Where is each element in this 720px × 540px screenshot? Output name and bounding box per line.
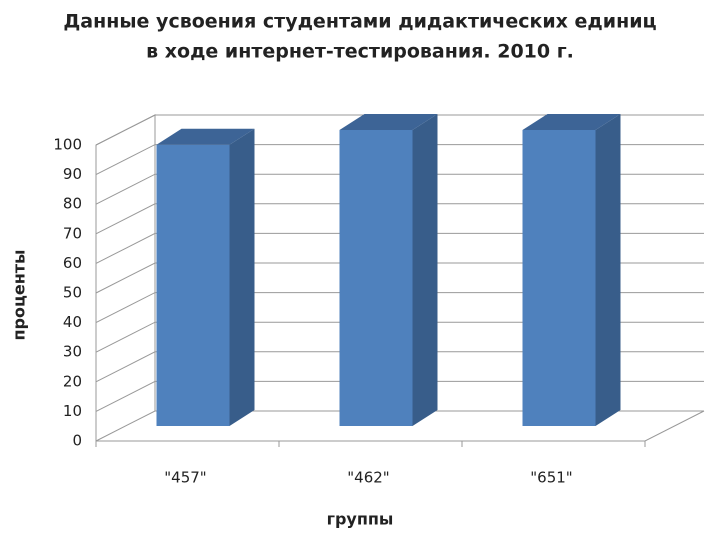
- x-tick-label: "651": [530, 469, 572, 487]
- grid-line: [95, 321, 704, 353]
- chart-title: Данные усвоения студентами дидактических…: [63, 11, 656, 33]
- grid-line: [95, 380, 704, 412]
- grid-line: [95, 351, 704, 383]
- bar-top: [339, 114, 438, 130]
- bar: [522, 130, 596, 426]
- grid-line: [95, 173, 704, 205]
- y-tick-label: 60: [63, 254, 82, 272]
- bar-top: [156, 128, 255, 145]
- y-axis-title: проценты: [10, 249, 29, 340]
- y-tick-label: 30: [63, 343, 82, 361]
- grid-line: [95, 114, 704, 146]
- y-tick-label: 20: [63, 372, 82, 390]
- y-tick-label: 70: [63, 224, 82, 242]
- y-tick-label: 80: [63, 195, 82, 213]
- bar: [339, 130, 413, 426]
- grid-line: [95, 144, 704, 176]
- bar-side: [229, 128, 255, 427]
- x-axis-title: группы: [327, 510, 394, 529]
- bar-side: [595, 114, 621, 426]
- grid-line: [95, 292, 704, 324]
- y-tick-label: 50: [63, 284, 82, 302]
- bar-side: [412, 114, 438, 426]
- y-tick-label: 10: [63, 402, 82, 420]
- y-tick-label: 90: [63, 165, 82, 183]
- y-tick-label: 0: [72, 432, 82, 450]
- grid-line: [95, 410, 704, 442]
- x-tick-label: "457": [164, 469, 206, 487]
- grid-line: [95, 203, 704, 235]
- y-tick-label: 100: [53, 136, 82, 154]
- bar: [156, 144, 230, 427]
- x-tick-label: "462": [347, 469, 389, 487]
- chart-title: в ходе интернет-тестирования. 2010 г.: [146, 41, 574, 63]
- grid-line: [95, 262, 704, 294]
- y-tick-label: 40: [63, 313, 82, 331]
- grid-line: [95, 232, 704, 264]
- bar-top: [522, 114, 621, 130]
